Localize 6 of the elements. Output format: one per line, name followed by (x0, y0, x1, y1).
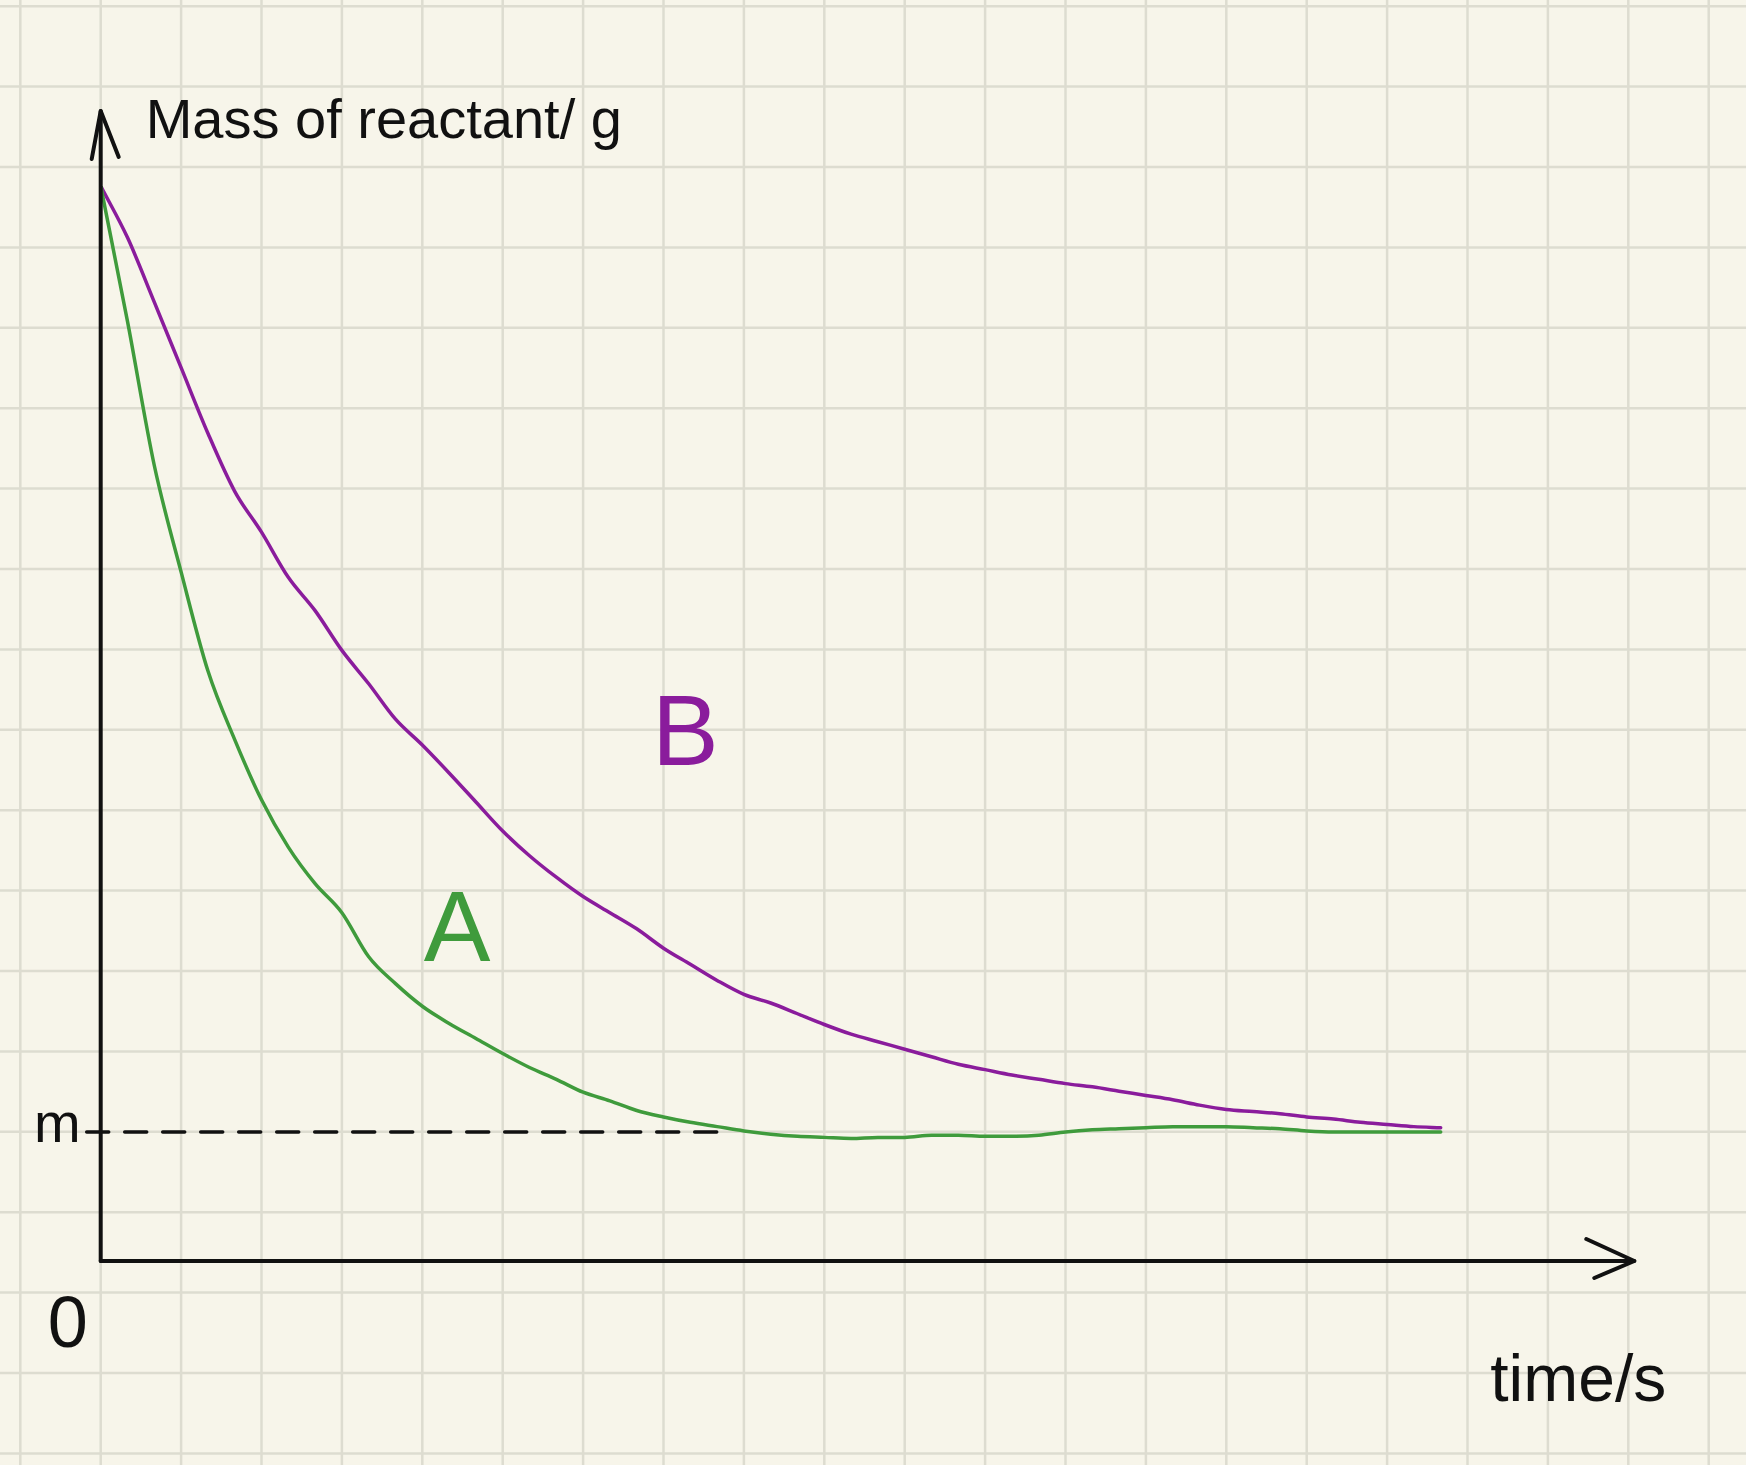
ref-line-label: m (34, 1091, 81, 1154)
series-label: A (423, 870, 491, 982)
series-label: B (651, 673, 719, 786)
x-axis-title: time/s (1490, 1341, 1667, 1415)
y-axis-title: Mass of reactant/ g (145, 87, 622, 150)
text: 0 (47, 1282, 88, 1362)
